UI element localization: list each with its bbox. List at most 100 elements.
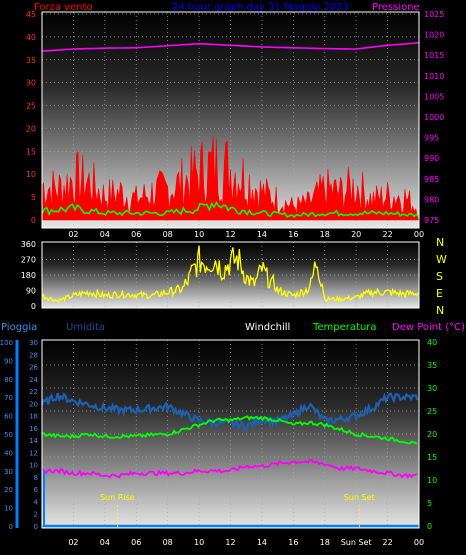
rain-tick-label: 30 <box>29 339 38 347</box>
wind-tick-label: 15 <box>26 147 36 156</box>
pressure-tick-label: 1005 <box>424 92 444 101</box>
pressure-tick-label: 1025 <box>424 10 444 19</box>
temp-axis-ticks: 0 5 10 15 20 25 30 35 40 <box>427 338 437 531</box>
temp-tick-label: 20 <box>427 430 437 439</box>
temp-plot-frame <box>41 339 420 529</box>
wind-tick-label: 10 <box>26 170 36 179</box>
x-tick-label: Sun Set <box>341 538 372 547</box>
rain-tick-label: 22 <box>29 388 38 396</box>
rain-tick-label: 14 <box>29 437 38 445</box>
sun-markers: Sun Rise Sun Set <box>100 493 375 528</box>
rain-tick-label: 18 <box>29 413 38 421</box>
rain-tick-label: 28 <box>29 351 38 359</box>
direction-tick-label: 90 <box>26 287 36 296</box>
pressure-tick-label: 1010 <box>424 72 444 81</box>
rain-tick-label: 10 <box>29 462 38 470</box>
rain-tick-label: 4 <box>34 498 39 506</box>
pressure-tick-label: 1000 <box>424 113 444 122</box>
pressure-axis-ticks: 975 980 985 990 995 1000 1005 1010 1015 1020 1025 <box>424 10 444 225</box>
humidity-tick-label: 100 <box>0 339 13 347</box>
series-dewpoint <box>41 458 418 479</box>
humidity-tick-label: 60 <box>4 413 13 421</box>
x-tick-label: 16 <box>288 230 298 239</box>
rain-tick-label: 26 <box>29 364 38 372</box>
windchill-label: Windchill <box>245 322 290 333</box>
humidity-tick-label: 90 <box>4 357 13 365</box>
rain-tick-label: 0 <box>34 523 38 531</box>
series-wind-direction <box>41 245 420 304</box>
temp-tick-label: 30 <box>427 384 437 393</box>
x-tick-label: 00 <box>414 230 424 239</box>
series-pressure <box>41 42 420 52</box>
x-tick-label: 22 <box>382 538 392 547</box>
x-tick-label: 10 <box>194 230 204 239</box>
pressure-label: Pressione <box>372 2 420 13</box>
x-tick-label: 14 <box>257 230 267 239</box>
temp-tick-label: 0 <box>427 522 432 531</box>
wind-tick-label: 45 <box>26 10 36 19</box>
rain-tick-label: 16 <box>29 425 38 433</box>
temp-tick-label: 25 <box>427 407 437 416</box>
wind-tick-label: 30 <box>26 79 36 88</box>
humidity-tick-label: 20 <box>4 486 13 494</box>
pressure-tick-label: 975 <box>424 216 439 225</box>
pressure-tick-label: 985 <box>424 175 439 184</box>
x-tick-label: 02 <box>68 230 78 239</box>
direction-tick-label: 360 <box>21 240 36 249</box>
wind-force-label: Forza vento <box>34 2 93 13</box>
temp-tick-label: 10 <box>427 476 437 485</box>
temp-x-ticks: 02 04 06 08 10 12 14 16 18 Sun Set 22 00 <box>68 538 424 547</box>
temperatura-label: Temperatura <box>312 322 377 333</box>
x-tick-label: 04 <box>100 230 110 239</box>
humidity-tick-label: 80 <box>4 376 13 384</box>
wind-tick-label: 35 <box>26 56 36 65</box>
x-tick-label: 12 <box>225 538 235 547</box>
temp-grid <box>42 340 420 528</box>
temp-tick-label: 35 <box>427 361 437 370</box>
rain-tick-label: 24 <box>29 376 38 384</box>
series-temperature <box>41 415 418 445</box>
series-gust <box>41 136 420 221</box>
x-tick-label: 06 <box>131 230 141 239</box>
compass-label: E <box>436 287 443 300</box>
direction-axis-ticks: 0 90 180 270 360 <box>21 240 36 311</box>
series-average <box>41 201 420 219</box>
direction-tick-label: 180 <box>21 271 36 280</box>
compass-label: S <box>436 270 443 283</box>
wind-tick-label: 0 <box>31 216 36 225</box>
temp-tick-label: 15 <box>427 453 437 462</box>
compass-label: N <box>436 236 444 249</box>
x-tick-label: 20 <box>351 230 361 239</box>
x-tick-label: 18 <box>320 230 330 239</box>
pressure-tick-label: 1020 <box>424 31 444 40</box>
compass-label: N <box>436 304 444 317</box>
direction-series <box>41 245 420 304</box>
pioggia-label: Pioggia <box>1 322 37 333</box>
wind-tick-label: 25 <box>26 102 36 111</box>
umidita-label: Umidita <box>66 322 105 333</box>
x-tick-label: 14 <box>257 538 267 547</box>
dewpoint-label: Dew Point (°C) <box>392 322 465 333</box>
x-tick-label: 18 <box>320 538 330 547</box>
wind-series <box>41 42 420 221</box>
sun-set-label: Sun Set <box>344 493 375 502</box>
humidity-tick-label: 10 <box>4 505 13 513</box>
x-tick-label: 08 <box>163 538 173 547</box>
temp-series <box>40 392 419 528</box>
pressure-tick-label: 995 <box>424 134 439 143</box>
rain-tick-label: 2 <box>34 511 38 519</box>
humidity-axis-ticks: 0 10 20 30 40 50 60 70 80 90 100 <box>0 339 19 531</box>
rain-tick-label: 12 <box>29 449 38 457</box>
wind-x-ticks: 02 04 06 08 10 12 14 16 18 20 22 00 <box>68 230 424 239</box>
x-tick-label: 02 <box>68 538 78 547</box>
humidity-tick-label: 70 <box>4 394 13 402</box>
temp-tick-label: 40 <box>427 338 437 347</box>
wind-tick-label: 40 <box>26 33 36 42</box>
chart-title: 24 hour graph day 31 Maggio 2023 <box>172 2 349 13</box>
rain-tick-label: 8 <box>34 474 38 482</box>
